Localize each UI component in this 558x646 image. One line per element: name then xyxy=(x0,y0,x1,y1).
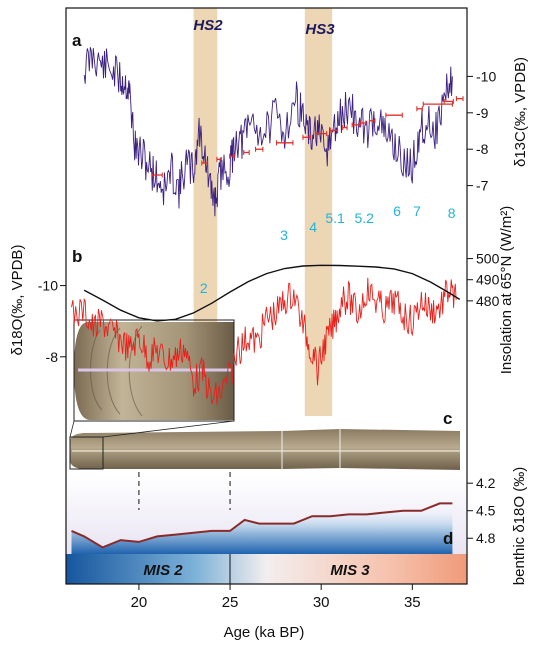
hs2-label: HS2 xyxy=(193,17,223,34)
y-axis-title-d13c: δ13C(‰, VPDB) xyxy=(512,57,529,167)
y-axis-d13c: -10 -9 -8 -7 xyxy=(467,68,496,194)
y-tick-label-d-2: 4.8 xyxy=(476,530,496,546)
mis2-label: MIS 2 xyxy=(143,562,183,579)
plot-frame xyxy=(65,7,468,585)
y-tick-label-ins-2: 480 xyxy=(476,293,500,309)
interstadial-label-5: 6 xyxy=(393,203,401,219)
d13c-series xyxy=(83,47,453,217)
d13c-line xyxy=(83,47,453,217)
zoom-connector-left xyxy=(69,420,75,438)
stadial-labels: HS2 HS3 xyxy=(193,17,335,38)
stadial-band-1 xyxy=(193,8,218,416)
x-tick-label-3: 35 xyxy=(404,594,421,611)
benthic-series xyxy=(71,502,453,549)
zoom-connector-right xyxy=(102,420,235,438)
mis-stage-bar xyxy=(66,554,467,584)
benthic-line xyxy=(71,502,453,549)
y-tick-label-b-0: -10 xyxy=(38,278,58,294)
y-axis-insolation: 500 490 480 xyxy=(467,251,500,309)
y-tick-label-ins-1: 490 xyxy=(476,272,500,288)
y-axis-title-insolation: Insolation at 65°N (W/m²) xyxy=(498,206,515,375)
slab-zoom-box xyxy=(69,436,104,470)
x-axis-title: Age (ka BP) xyxy=(224,624,305,641)
panel-label-b: b xyxy=(72,247,82,266)
stalagmite-slab-image xyxy=(69,429,460,470)
interstadial-label-7: 8 xyxy=(448,205,456,221)
y-axis-benthic: 4.2 4.5 4.8 xyxy=(467,475,496,546)
x-tick-label-1: 25 xyxy=(222,594,239,611)
hs3-label: HS3 xyxy=(305,21,335,38)
panel-label-c: c xyxy=(443,409,452,428)
interstadial-numbers: 2 3 4 5.1 5.2 6 7 8 xyxy=(200,203,456,296)
stadial-bands xyxy=(193,8,333,416)
tie-lines xyxy=(138,472,231,510)
y-axis-title-benthic: benthic δ18O (‰) xyxy=(511,467,528,585)
interstadial-label-2: 4 xyxy=(309,219,317,235)
panel-label-d: d xyxy=(443,529,453,548)
y-tick-label-a-3: -7 xyxy=(476,178,489,194)
stadial-band-2 xyxy=(304,8,333,416)
interstadial-label-4: 5.2 xyxy=(354,210,374,226)
y-tick-label-b-1: -8 xyxy=(46,349,59,365)
x-tick-label-0: 20 xyxy=(131,594,148,611)
stalagmite-inset-image xyxy=(69,319,235,438)
x-axis: 20 25 30 35 xyxy=(131,584,421,611)
benthic-fill-area xyxy=(66,474,467,554)
y-axis-title-d18o: δ18O(‰, VPDB) xyxy=(9,245,26,356)
dating-error-bars xyxy=(151,96,464,178)
insolation-line xyxy=(83,264,461,322)
y-tick-label-d-0: 4.2 xyxy=(476,475,496,491)
y-tick-label-a-1: -9 xyxy=(476,105,489,121)
interstadial-label-0: 2 xyxy=(200,280,208,296)
y-tick-label-d-1: 4.5 xyxy=(476,503,496,519)
d18o-line xyxy=(71,277,457,405)
panel-label-a: a xyxy=(72,31,82,50)
interstadial-label-3: 5.1 xyxy=(325,210,345,226)
y-tick-label-ins-0: 500 xyxy=(476,251,500,267)
y-tick-label-a-0: -10 xyxy=(476,68,496,84)
y-tick-label-a-2: -8 xyxy=(476,141,489,157)
panel-labels: a b c d xyxy=(72,31,453,548)
stalagmite-slab xyxy=(70,429,460,470)
interstadial-label-6: 7 xyxy=(413,203,421,219)
mis-labels: MIS 2 MIS 3 xyxy=(143,562,370,579)
x-tick-label-2: 30 xyxy=(313,594,330,611)
interstadial-label-1: 3 xyxy=(280,227,288,243)
mis-gradient-bar xyxy=(66,554,467,584)
d18o-series xyxy=(71,277,457,405)
insolation-curve xyxy=(83,264,461,322)
mis3-label: MIS 3 xyxy=(330,562,370,579)
benthic-fill xyxy=(71,503,453,554)
y-axis-d18o: -10 -8 xyxy=(38,278,66,365)
